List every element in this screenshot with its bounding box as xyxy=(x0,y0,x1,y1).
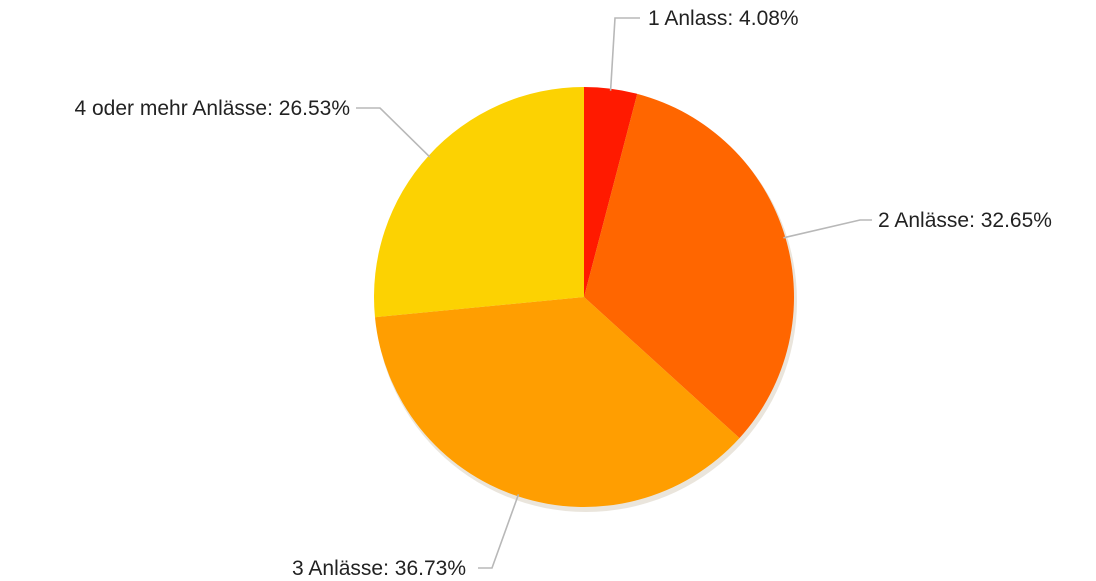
pie-slice-3[interactable] xyxy=(374,297,740,508)
leader-line-2 xyxy=(783,219,872,239)
slice-label-4: 4 oder mehr Anlässe: 26.53% xyxy=(74,97,350,120)
pie-slice-4[interactable] xyxy=(373,87,584,318)
slice-label-3: 3 Anlässe: 36.73% xyxy=(292,557,466,580)
slice-label-2: 2 Anlässe: 32.65% xyxy=(878,209,1052,232)
slice-labels: 1 Anlass: 4.08% 2 Anlässe: 32.65% 3 Anläss… xyxy=(74,7,1051,580)
leader-line-1 xyxy=(609,17,640,91)
pie-slice-2[interactable] xyxy=(584,93,794,439)
slice-label-1: 1 Anlass: 4.08% xyxy=(648,7,799,30)
leader-lines xyxy=(356,17,872,569)
pie-slices xyxy=(373,87,794,508)
leader-line-3 xyxy=(478,494,520,569)
pie-slice-1[interactable] xyxy=(584,87,638,297)
leader-line-4 xyxy=(356,107,431,158)
